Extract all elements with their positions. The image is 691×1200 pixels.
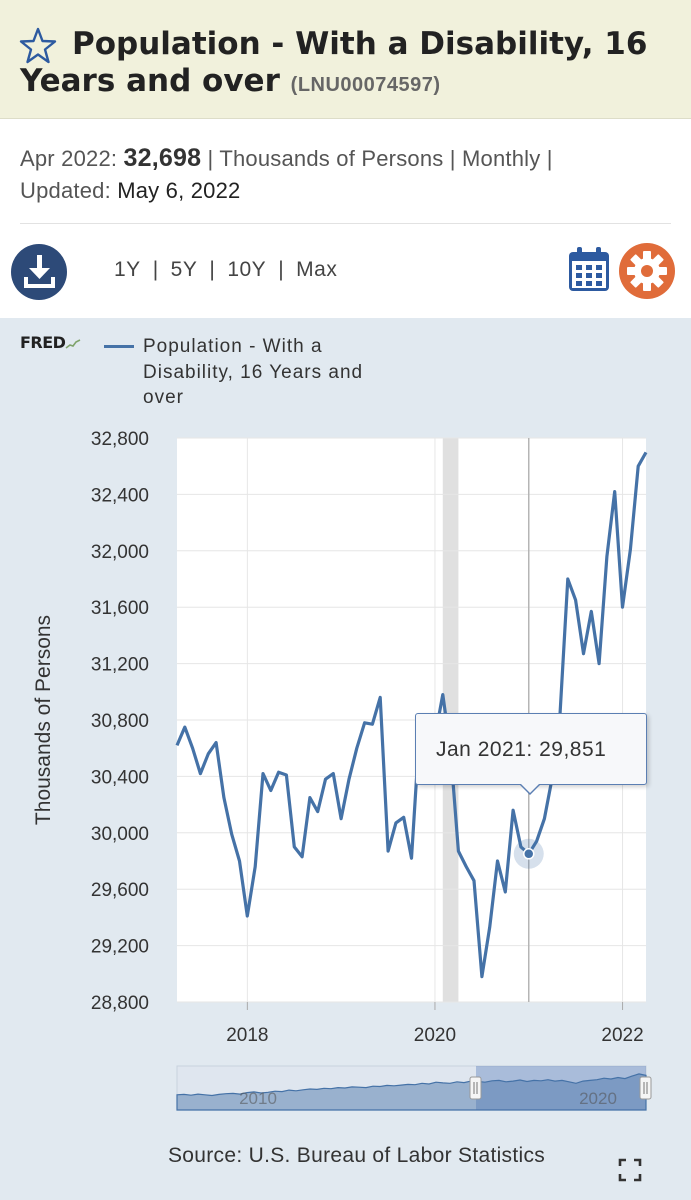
y-tick-label: 32,400 <box>91 485 149 506</box>
y-tick-label: 31,200 <box>91 655 149 676</box>
navigator-handle-right[interactable] <box>639 1076 652 1100</box>
latest-value: 32,698 <box>123 144 202 172</box>
tooltip-text: Jan 2021: 29,851 <box>436 738 606 762</box>
range-separator: | <box>209 258 216 281</box>
y-tick-label: 30,000 <box>91 824 149 845</box>
source-note: Source: U.S. Bureau of Labor Statistics <box>168 1144 546 1167</box>
meta-separator: | <box>207 146 214 171</box>
series-meta: Apr 2022: 32,698 | Thousands of Persons … <box>20 142 670 207</box>
y-tick-label: 29,600 <box>91 880 149 901</box>
tooltip-date: Jan 2021: <box>436 738 533 761</box>
fred-logo: FRED <box>20 333 81 352</box>
date-range-selector: 1Y | 5Y | 10Y | Max <box>114 258 337 282</box>
updated-label: Updated: <box>20 178 111 203</box>
y-tick-label: 30,400 <box>91 767 149 788</box>
fullscreen-icon[interactable] <box>618 1158 642 1182</box>
range-1y-button[interactable]: 1Y <box>114 258 141 281</box>
y-axis-label: Thousands of Persons <box>32 615 55 825</box>
latest-date: Apr 2022: <box>20 146 118 171</box>
y-tick-label: 32,000 <box>91 542 149 563</box>
tooltip-value: 29,851 <box>539 738 607 761</box>
download-icon <box>24 255 55 288</box>
x-tick-label: 2022 <box>601 1025 643 1046</box>
data-tooltip: Jan 2021: 29,851 <box>415 713 647 795</box>
range-5y-button[interactable]: 5Y <box>170 258 198 281</box>
navigator-series-area <box>176 1073 647 1111</box>
range-separator: | <box>152 258 159 281</box>
navigator-tick-label: 2020 <box>579 1089 617 1108</box>
calendar-icon[interactable] <box>568 246 610 292</box>
x-tick-label: 2020 <box>414 1025 456 1046</box>
series-line <box>175 451 648 979</box>
navigator-tick-label: 2010 <box>239 1089 277 1108</box>
page-title: Population - With a Disability, 16 Years… <box>20 26 680 104</box>
tooltip-pointer-inner <box>521 784 539 793</box>
hover-point[interactable] <box>523 848 535 860</box>
gear-icon <box>627 251 667 291</box>
updated-date: May 6, 2022 <box>117 178 241 203</box>
range-separator: | <box>278 258 285 281</box>
title-bar <box>0 0 691 119</box>
fred-spark-icon <box>65 338 81 349</box>
legend-label: Population - With a Disability, 16 Years… <box>143 336 364 408</box>
range-navigator[interactable]: 2010 2020 <box>176 1065 652 1111</box>
range-max-button[interactable]: Max <box>296 258 338 281</box>
series-id: (LNU00074597) <box>290 74 441 96</box>
navigator-handle-left[interactable] <box>469 1076 482 1100</box>
navigator-selection[interactable] <box>476 1066 646 1110</box>
meta-separator: | <box>546 146 553 171</box>
y-tick-label: 28,800 <box>91 993 149 1014</box>
download-button[interactable] <box>11 244 67 300</box>
divider <box>20 223 671 224</box>
settings-button[interactable] <box>619 243 675 299</box>
x-tick-label: 2018 <box>226 1025 268 1046</box>
meta-separator: | <box>449 146 456 171</box>
fred-logo-text: FRED <box>20 333 66 352</box>
y-tick-label: 32,800 <box>91 429 149 450</box>
range-10y-button[interactable]: 10Y <box>227 258 267 281</box>
series-title: Population - With a Disability, 16 Years… <box>20 26 648 99</box>
star-icon[interactable] <box>18 26 58 66</box>
y-tick-label: 29,200 <box>91 937 149 958</box>
y-tick-label: 30,800 <box>91 711 149 732</box>
y-tick-label: 31,600 <box>91 598 149 619</box>
units: Thousands of Persons <box>219 146 444 171</box>
legend-swatch <box>104 345 134 348</box>
frequency: Monthly <box>462 146 541 171</box>
